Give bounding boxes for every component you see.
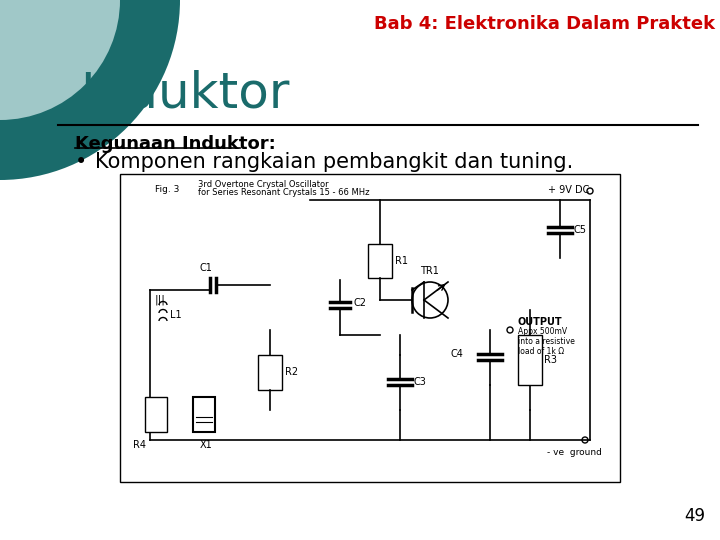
Text: X1: X1: [200, 440, 212, 450]
Bar: [518, 335, 542, 385]
Text: R3: R3: [544, 355, 557, 365]
Text: 3rd Overtone Crystal Oscillator: 3rd Overtone Crystal Oscillator: [198, 180, 328, 189]
Text: C3: C3: [413, 377, 426, 387]
Text: + 9V DC: + 9V DC: [548, 185, 590, 195]
Bar: [258, 355, 282, 390]
Text: load of 1k Ω: load of 1k Ω: [518, 348, 564, 356]
Text: TR1: TR1: [420, 266, 439, 276]
Text: C1: C1: [200, 263, 213, 273]
Text: R4: R4: [133, 440, 146, 450]
Text: C5: C5: [573, 225, 586, 235]
Text: Fig. 3: Fig. 3: [155, 185, 179, 194]
Text: Induktor: Induktor: [80, 70, 289, 118]
Text: for Series Resonant Crystals 15 - 66 MHz: for Series Resonant Crystals 15 - 66 MHz: [198, 188, 369, 197]
Text: C2: C2: [353, 298, 366, 308]
Text: R1: R1: [395, 256, 408, 266]
Text: Appx 500mV: Appx 500mV: [518, 327, 567, 336]
Text: 49: 49: [684, 507, 705, 525]
Wedge shape: [0, 0, 120, 120]
Bar: [193, 397, 215, 432]
Wedge shape: [0, 0, 180, 180]
Text: Kegunaan Induktor:: Kegunaan Induktor:: [75, 135, 276, 153]
Text: OUTPUT: OUTPUT: [518, 317, 562, 327]
Text: into a resistive: into a resistive: [518, 338, 575, 347]
Text: R2: R2: [285, 367, 298, 377]
Text: Komponen rangkaian pembangkit dan tuning.: Komponen rangkaian pembangkit dan tuning…: [95, 152, 573, 172]
Text: •: •: [75, 152, 87, 172]
Bar: [368, 244, 392, 278]
Text: Bab 4: Elektronika Dalam Praktek: Bab 4: Elektronika Dalam Praktek: [374, 15, 715, 33]
Text: - ve  ground: - ve ground: [547, 448, 602, 457]
Text: L1: L1: [170, 310, 181, 320]
Text: C4: C4: [450, 349, 463, 359]
Bar: [120, 174, 620, 482]
Text: |||: |||: [155, 295, 166, 305]
Bar: [145, 397, 167, 432]
